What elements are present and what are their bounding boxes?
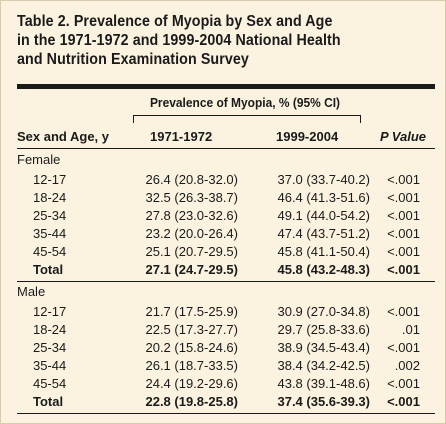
value-1999-2004-cell: 46.4 (41.3-51.6) — [277, 190, 370, 205]
table-row: 25-34 27.8 (23.0-32.6) 49.1 (44.0-54.2) <.0… — [0, 207, 446, 225]
header-sex-age: Sex and Age, y — [17, 129, 109, 144]
p-value-cell: .01 — [401, 322, 420, 337]
table-row-total: Total 22.8 (19.8-25.8) 37.4 (35.6-39.3) <.0… — [0, 393, 446, 411]
p-value-cell: <.001 — [387, 226, 420, 241]
value-1999-2004-cell: 37.0 (33.7-40.2) — [277, 172, 370, 187]
table-row-total: Total 27.1 (24.7-29.5) 45.8 (43.2-48.3) <.0… — [0, 261, 446, 279]
table-row: 35-44 23.2 (20.0-26.4) 47.4 (43.7-51.2) <.0… — [0, 225, 446, 243]
age-cell: 35-44 — [33, 358, 67, 373]
value-1971-1972-cell: 23.2 (20.0-26.4) — [145, 226, 238, 241]
table-row: 18-24 32.5 (26.3-38.7) 46.4 (41.3-51.6) <.0… — [0, 189, 446, 207]
header-1971-1972: 1971-1972 — [150, 129, 213, 144]
value-1971-1972-cell: 20.2 (15.8-24.6) — [145, 340, 238, 355]
value-1971-1972-cell: 27.1 (24.7-29.5) — [145, 262, 238, 277]
value-1999-2004-cell: 47.4 (43.7-51.2) — [277, 226, 370, 241]
value-1971-1972-cell: 21.7 (17.5-25.9) — [145, 304, 238, 319]
header-p-value: P Value — [380, 129, 427, 144]
p-value-cell: <.001 — [387, 244, 420, 259]
title-line-2: in the 1971-1972 and 1999-2004 National … — [17, 32, 341, 49]
group-label-female: Female — [17, 152, 61, 167]
p-value-cell: <.001 — [387, 208, 420, 223]
value-1971-1972-cell: 24.4 (19.2-29.6) — [145, 376, 238, 391]
header-1999-2004: 1999-2004 — [276, 129, 339, 144]
p-value-cell: <.001 — [387, 376, 420, 391]
value-1971-1972-cell: 25.1 (20.7-29.5) — [145, 244, 238, 259]
title-rule — [17, 84, 435, 89]
age-cell: 35-44 — [33, 226, 67, 241]
age-cell: Total — [33, 262, 64, 277]
p-value-cell: <.001 — [387, 190, 420, 205]
value-1971-1972-cell: 26.1 (18.7-33.5) — [145, 358, 238, 373]
p-value-cell: <.001 — [387, 340, 420, 355]
table-row: 45-54 24.4 (19.2-29.6) 43.8 (39.1-48.6) <.0… — [0, 375, 446, 393]
value-1971-1972-cell: 27.8 (23.0-32.6) — [145, 208, 238, 223]
spanner-bracket — [133, 115, 361, 123]
header-rule — [17, 148, 435, 149]
table-row: 18-24 22.5 (17.3-27.7) 29.7 (25.8-33.6) .01 — [0, 321, 446, 339]
value-1999-2004-cell: 45.8 (41.1-50.4) — [277, 244, 370, 259]
table-row: 35-44 26.1 (18.7-33.5) 38.4 (34.2-42.5) .00… — [0, 357, 446, 375]
value-1971-1972-cell: 22.5 (17.3-27.7) — [145, 322, 238, 337]
title-line-3: and Nutrition Examination Survey — [17, 51, 249, 68]
age-cell: Total — [33, 394, 64, 409]
value-1999-2004-cell: 38.4 (34.2-42.5) — [277, 358, 370, 373]
age-cell: 18-24 — [33, 322, 67, 337]
bottom-rule — [17, 413, 435, 414]
table-row: 12-17 26.4 (20.8-32.0) 37.0 (33.7-40.2) <.0… — [0, 171, 446, 189]
age-cell: 12-17 — [33, 304, 67, 319]
value-1999-2004-cell: 37.4 (35.6-39.3) — [277, 394, 370, 409]
value-1971-1972-cell: 26.4 (20.8-32.0) — [145, 172, 238, 187]
age-cell: 18-24 — [33, 190, 67, 205]
value-1999-2004-cell: 43.8 (39.1-48.6) — [277, 376, 370, 391]
p-value-cell: <.001 — [387, 172, 420, 187]
age-cell: 45-54 — [33, 376, 67, 391]
title-line-1: Table 2. Prevalence of Myopia by Sex and… — [17, 13, 333, 30]
p-value-cell: .002 — [394, 358, 420, 373]
age-cell: 45-54 — [33, 244, 67, 259]
value-1999-2004-cell: 30.9 (27.0-34.8) — [277, 304, 370, 319]
age-cell: 25-34 — [33, 208, 67, 223]
p-value-cell: <.001 — [387, 262, 420, 277]
value-1999-2004-cell: 38.9 (34.5-43.4) — [277, 340, 370, 355]
value-1971-1972-cell: 22.8 (19.8-25.8) — [145, 394, 238, 409]
p-value-cell: <.001 — [387, 394, 420, 409]
age-cell: 12-17 — [33, 172, 67, 187]
group-label-male: Male — [17, 284, 46, 299]
prevalence-spanner: Prevalence of Myopia, % (95% CI) — [149, 95, 341, 110]
p-value-cell: <.001 — [387, 304, 420, 319]
group-divider — [17, 281, 435, 282]
table-title: Table 2. Prevalence of Myopia by Sex and… — [17, 12, 403, 69]
age-cell: 25-34 — [33, 340, 67, 355]
value-1999-2004-cell: 29.7 (25.8-33.6) — [277, 322, 370, 337]
table-row: 45-54 25.1 (20.7-29.5) 45.8 (41.1-50.4) <.0… — [0, 243, 446, 261]
value-1999-2004-cell: 45.8 (43.2-48.3) — [277, 262, 370, 277]
value-1971-1972-cell: 32.5 (26.3-38.7) — [145, 190, 238, 205]
value-1999-2004-cell: 49.1 (44.0-54.2) — [277, 208, 370, 223]
table-row: 25-34 20.2 (15.8-24.6) 38.9 (34.5-43.4) <.0… — [0, 339, 446, 357]
table-row: 12-17 21.7 (17.5-25.9) 30.9 (27.0-34.8) <.0… — [0, 303, 446, 321]
